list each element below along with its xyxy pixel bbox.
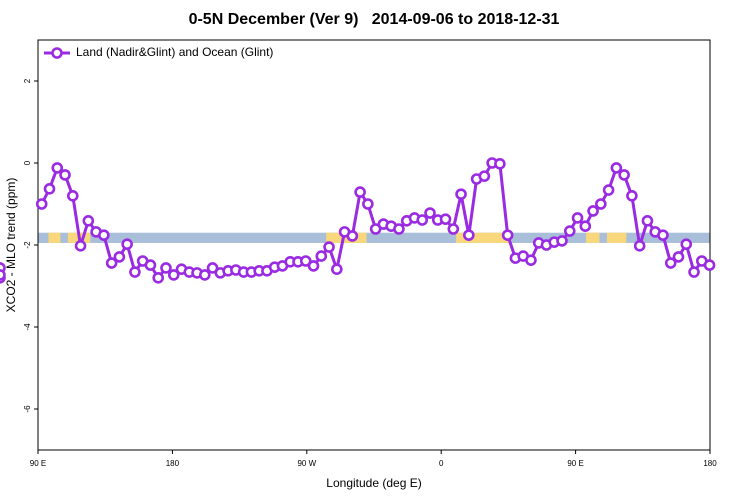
plot-frame [37, 39, 711, 451]
x-tick-label: 0 [439, 459, 444, 468]
data-point [323, 241, 335, 253]
data-point [587, 205, 599, 217]
data-point [672, 251, 685, 263]
data-point [424, 207, 436, 219]
legend-marker [51, 47, 63, 59]
data-point [362, 198, 374, 210]
x-tick-label: 90 E [567, 459, 583, 468]
x-tick-label: 90 W [297, 459, 316, 468]
data-point [199, 269, 211, 281]
data-point [167, 269, 180, 281]
data-point [525, 254, 537, 266]
data-point [501, 229, 514, 241]
data-point [98, 229, 110, 241]
data-point [633, 240, 646, 252]
data-point [105, 257, 118, 269]
data-point [144, 259, 157, 271]
data-point [346, 230, 359, 242]
y-tick-label: 2 [23, 78, 32, 83]
data-point [43, 183, 56, 195]
data-point [393, 223, 405, 235]
data-point [113, 251, 126, 263]
data-point [0, 269, 6, 281]
data-point [571, 212, 584, 224]
band-segment [326, 232, 367, 243]
x-tick-label: 180 [166, 459, 180, 468]
data-point [152, 271, 165, 284]
data-point [595, 198, 607, 210]
data-point [299, 255, 312, 267]
data-point [455, 188, 467, 200]
data-point [641, 215, 654, 227]
data-point [51, 162, 64, 174]
y-axis-label: XCO2 - MLO trend (ppm) [4, 178, 18, 313]
data-point [680, 238, 693, 250]
data-point [664, 257, 677, 269]
data-point [703, 259, 716, 271]
y-tick-label: -6 [23, 405, 32, 413]
y-tick-label: 0 [23, 160, 32, 165]
data-point [626, 190, 638, 202]
data-point [602, 184, 615, 196]
band-segment [456, 232, 512, 243]
y-tick-label: -4 [23, 323, 32, 331]
data-point [59, 169, 71, 181]
data-point [74, 240, 87, 252]
x-tick-label: 180 [703, 459, 717, 468]
data-point [447, 223, 460, 235]
legend-label: Land (Nadir&Glint) and Ocean (Glint) [76, 45, 273, 59]
data-point [129, 266, 141, 278]
data-point [82, 215, 95, 227]
data-point [35, 198, 48, 210]
data-point [206, 262, 219, 274]
band-segment [586, 232, 600, 243]
data-point [331, 263, 343, 275]
band [38, 232, 710, 243]
data-point [478, 170, 491, 182]
data-point [66, 190, 79, 202]
data-point [315, 250, 328, 262]
data-point [307, 260, 320, 272]
data-point [416, 214, 429, 226]
data-point [463, 229, 475, 241]
data-point [579, 220, 592, 232]
x-tick-label: 90 E [30, 459, 46, 468]
data-point [556, 235, 568, 247]
data-point [610, 162, 623, 174]
y-tick-label: -2 [23, 241, 32, 249]
data-point [563, 225, 576, 237]
data-point [160, 262, 172, 274]
band-segment [48, 232, 61, 243]
data-point [494, 158, 506, 170]
data-point [688, 266, 700, 278]
data-point [657, 229, 669, 241]
data-point [439, 213, 452, 225]
data-point [369, 223, 382, 235]
band-segment [606, 232, 627, 243]
data-point [121, 238, 133, 250]
x-axis-label: Longitude (deg E) [326, 476, 421, 490]
data-point [354, 186, 366, 198]
chart-title: 0-5N December (Ver 9) 2014-09-06 to 2018… [189, 11, 560, 28]
data-point [618, 169, 630, 181]
